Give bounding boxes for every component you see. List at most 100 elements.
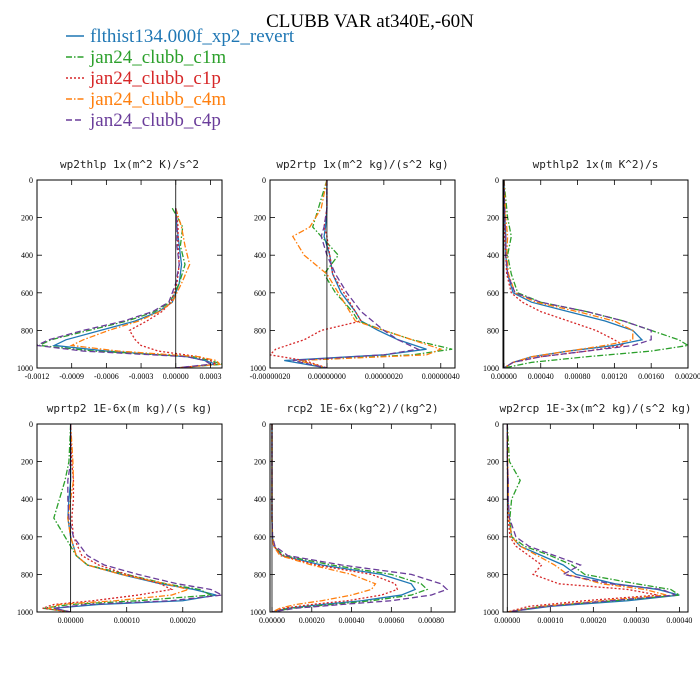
chart-panel: wpthlp2 1x(m K^2)/s020040060080010000.00…: [483, 158, 700, 381]
x-tick-label: -0.0003: [129, 372, 154, 381]
panel-title: wp2rtp 1x(m^2 kg)/(s^2 kg): [276, 158, 448, 171]
chart-panel: wp2rcp 1E-3x(m^2 kg)/(s^2 kg)0 200 400 600 8…: [483, 402, 692, 625]
x-tick-label: 0.00200: [675, 372, 700, 381]
chart-panel: rcp2 1E-6x(kg^2)/(kg^2) 0 200 400 600 800 1000…: [250, 402, 456, 625]
x-tick-label: 0.00010: [114, 616, 140, 625]
y-tick-label: 400: [487, 495, 499, 504]
panel-title: wprtp2 1E-6x(m kg)/(s kg): [47, 402, 213, 415]
y-tick-label: 600: [487, 533, 499, 542]
legend-entry: jan24_clubb_c4m: [89, 89, 226, 110]
series-line: [506, 424, 676, 612]
chart-panel: wp2rtp 1x(m^2 kg)/(s^2 kg) 0 200 400 600 800 1…: [250, 158, 460, 381]
series-line: [37, 207, 222, 368]
y-tick-label: 0: [262, 420, 266, 429]
x-tick-label: 0.00040: [666, 616, 692, 625]
series-line: [292, 180, 421, 368]
x-tick-label: 0.00000020: [365, 372, 403, 381]
series-line: [284, 180, 427, 368]
series-line: [503, 180, 634, 368]
y-tick-label: 200: [487, 214, 499, 223]
y-tick-label: 0: [29, 420, 33, 429]
series-line: [503, 180, 644, 368]
y-tick-label: 800: [254, 570, 266, 579]
y-tick-label: 0: [262, 176, 266, 185]
series-line: [503, 180, 626, 368]
series-line: [42, 424, 214, 612]
y-tick-label: 200: [487, 458, 499, 467]
y-tick-label: 400: [487, 251, 499, 260]
plot-frame: [502, 179, 689, 369]
y-tick-label: 600: [254, 289, 266, 298]
series-line: [506, 424, 667, 612]
series-line: [48, 424, 191, 612]
y-tick-label: 0: [29, 176, 33, 185]
chart-panels: wp2thlp 1x(m^2 K)/s^202004006008001000-0…: [17, 158, 700, 625]
panel-title: rcp2 1E-6x(kg^2)/(kg^2): [286, 402, 438, 415]
y-tick-label: 600: [21, 289, 33, 298]
series-line: [503, 180, 688, 368]
y-tick-label: 800: [487, 570, 499, 579]
x-tick-label: 0.00000000: [308, 372, 346, 381]
series-line: [291, 180, 443, 368]
y-tick-label: 200: [21, 214, 33, 223]
legend-entry: jan24_clubb_c1p: [89, 68, 221, 89]
x-tick-label: 0.00020: [299, 616, 325, 625]
x-tick-label: 0.00000: [259, 616, 285, 625]
panel-title: wpthlp2 1x(m K^2)/s: [533, 158, 659, 171]
y-tick-label: 0: [495, 420, 499, 429]
x-tick-label: 0.00080: [418, 616, 444, 625]
y-tick-label: 200: [254, 214, 266, 223]
x-tick-label: 0.00000: [58, 616, 84, 625]
chart-panel: wprtp2 1E-6x(m kg)/(s kg) 0 200 400 600 800 10…: [17, 402, 223, 625]
series-line: [271, 424, 449, 612]
series-line: [271, 424, 377, 612]
x-tick-label: 0.00080: [565, 372, 591, 381]
legend-entry: jan24_clubb_c1m: [89, 47, 226, 68]
y-tick-label: 600: [21, 533, 33, 542]
panel-title: wp2rcp 1E-3x(m^2 kg)/(s^2 kg): [499, 402, 691, 415]
y-tick-label: 1000: [17, 608, 33, 617]
legend-entry: flthist134.000f_xp2_revert: [90, 26, 295, 47]
x-tick-label: 0.00010: [537, 616, 563, 625]
y-tick-label: 800: [21, 326, 33, 335]
x-tick-label: -0.0009: [59, 372, 84, 381]
series-line: [271, 424, 429, 612]
y-tick-label: 400: [21, 495, 33, 504]
x-tick-label: -0.0006: [94, 372, 119, 381]
plot-frame: [36, 423, 223, 613]
legend: flthist134.000f_xp2_revertjan24_clubb_c1…: [66, 26, 295, 131]
x-tick-label: 0.00060: [378, 616, 404, 625]
chart-panel: wp2thlp 1x(m^2 K)/s^202004006008001000-0…: [17, 158, 223, 381]
x-tick-label: -0.00000020: [250, 372, 291, 381]
x-tick-label: -0.0012: [25, 372, 50, 381]
x-tick-label: 0.00000: [491, 372, 517, 381]
y-tick-label: 0: [495, 176, 499, 185]
series-line: [271, 424, 399, 612]
panel-title: wp2thlp 1x(m^2 K)/s^2: [60, 158, 199, 171]
x-tick-label: 0.00040: [339, 616, 365, 625]
legend-entry: jan24_clubb_c4p: [89, 110, 221, 131]
x-tick-label: 0.00040: [528, 372, 554, 381]
y-tick-label: 800: [487, 326, 499, 335]
series-line: [506, 424, 680, 612]
y-tick-label: 800: [254, 326, 266, 335]
x-tick-label: 0.00000040: [422, 372, 460, 381]
plot-frame: [502, 423, 689, 613]
series-line: [298, 180, 453, 368]
figure-title: CLUBB VAR at340E,-60N: [266, 11, 474, 32]
series-line: [271, 424, 417, 612]
y-tick-label: 400: [254, 251, 266, 260]
series-line: [506, 424, 682, 612]
x-tick-label: 0.00000: [163, 372, 189, 381]
y-tick-label: 400: [21, 251, 33, 260]
y-tick-label: 200: [21, 458, 33, 467]
y-tick-label: 1000: [17, 364, 33, 373]
x-tick-label: 0.00020: [170, 616, 196, 625]
y-tick-label: 1000: [250, 608, 266, 617]
series-line: [503, 180, 652, 368]
series-line: [53, 424, 222, 612]
y-tick-label: 1000: [250, 364, 266, 373]
y-tick-label: 600: [254, 533, 266, 542]
y-tick-label: 200: [254, 458, 266, 467]
series-line: [69, 208, 222, 368]
